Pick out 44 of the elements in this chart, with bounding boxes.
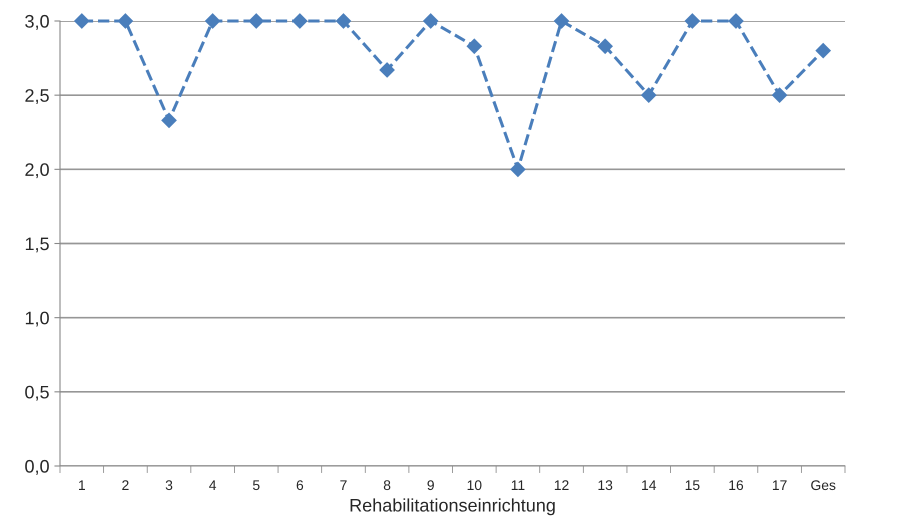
point <box>161 112 177 128</box>
y-tick-label: 0,0 <box>25 460 49 475</box>
x-tick-label: 9 <box>427 480 434 490</box>
point <box>684 13 700 29</box>
point <box>772 88 788 103</box>
point <box>336 13 352 29</box>
x-tick-label: 14 <box>642 480 656 490</box>
point <box>510 162 526 177</box>
x-axis-title: Rehabilitationseinrichtung <box>350 498 555 516</box>
point <box>74 13 90 29</box>
x-tick-label: 15 <box>686 480 700 490</box>
y-tick-label: 0,5 <box>25 386 49 401</box>
x-tick-label: 1 <box>79 480 85 490</box>
point <box>205 13 220 29</box>
point <box>598 38 613 54</box>
point <box>118 13 133 29</box>
x-tick-label: 16 <box>729 480 744 490</box>
x-tick-label: 5 <box>252 480 260 490</box>
x-tick-label: 3 <box>166 480 172 490</box>
x-tick-label: 10 <box>468 480 482 490</box>
x-tick-label: 6 <box>296 480 304 490</box>
point <box>641 88 656 103</box>
point <box>292 13 308 29</box>
x-tick-label: 17 <box>772 480 787 490</box>
y-tick-label: 1,0 <box>26 312 49 327</box>
point <box>554 13 570 29</box>
point <box>423 13 438 29</box>
x-tick-label: 8 <box>384 480 390 490</box>
x-tick-label: 7 <box>340 480 347 490</box>
x-tick-label: 11 <box>512 480 524 490</box>
y-tick-label: 3,0 <box>25 14 49 30</box>
point <box>728 13 744 29</box>
point <box>380 62 395 78</box>
x-tick-label: 4 <box>209 480 216 490</box>
point <box>816 43 831 58</box>
x-tick-label: 12 <box>554 480 569 490</box>
y-tick-label: 2,0 <box>25 163 49 178</box>
y-tick-label: 2,5 <box>25 89 49 104</box>
y-tick-label: 1,5 <box>26 238 49 252</box>
point <box>248 13 264 29</box>
x-tick-label: 2 <box>122 480 129 490</box>
point <box>466 38 482 54</box>
x-tick-label: Ges <box>811 480 836 490</box>
x-tick-label: 13 <box>598 480 612 490</box>
